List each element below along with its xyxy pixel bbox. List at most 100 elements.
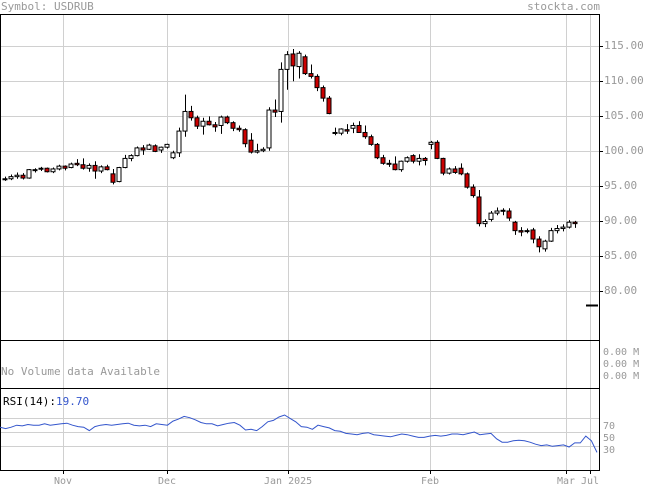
candle-body — [170, 152, 176, 159]
brand-link[interactable]: stockta.com — [527, 0, 600, 13]
candle-body — [98, 166, 104, 172]
candle-body — [266, 109, 272, 149]
candle-body — [152, 145, 158, 152]
candle-body — [566, 221, 572, 228]
candle — [68, 162, 74, 169]
candle — [440, 157, 446, 176]
candle — [464, 172, 470, 189]
y-tick-label: 115.00 — [604, 39, 644, 52]
candle — [14, 172, 20, 179]
candle-body — [68, 163, 74, 169]
candle — [152, 144, 158, 153]
candle — [38, 166, 44, 172]
candle-body — [176, 130, 182, 154]
candle-body — [572, 221, 578, 225]
candle — [320, 85, 326, 102]
candle — [254, 143, 260, 154]
rsi-line — [0, 414, 598, 453]
candle — [530, 227, 536, 244]
volume-axis-tick: 0.00 M — [603, 359, 640, 370]
grid-lines — [0, 14, 599, 470]
candle — [404, 156, 410, 163]
candle-body — [374, 143, 380, 159]
candle — [188, 105, 194, 121]
candle — [500, 208, 506, 216]
candle — [230, 121, 236, 132]
y-tick-label: 80.00 — [604, 284, 638, 297]
candle-body — [206, 120, 212, 126]
candle-body — [74, 162, 80, 166]
candle — [140, 145, 146, 155]
volume-axis-tick: 0.00 M — [603, 347, 640, 358]
candle-body — [254, 150, 260, 153]
candle-body — [488, 212, 494, 220]
candle — [314, 74, 320, 92]
candle-body — [212, 124, 218, 128]
candle-body — [356, 124, 362, 133]
candle — [380, 154, 386, 165]
y-tick-label: 100.00 — [604, 144, 644, 157]
candle-body — [368, 136, 374, 145]
x-tick-label: Dec — [158, 476, 177, 487]
candle — [200, 117, 206, 135]
y-tick-label: 105.00 — [604, 109, 644, 122]
candle — [92, 161, 98, 179]
candle-body — [314, 75, 320, 89]
candle — [20, 173, 26, 180]
candle-body — [338, 128, 344, 134]
candle — [134, 146, 140, 157]
candle — [398, 160, 404, 172]
candle — [32, 168, 38, 173]
candle-body — [224, 116, 230, 124]
candle-body — [92, 164, 98, 172]
candle-body — [530, 229, 536, 240]
candle-body — [86, 164, 92, 169]
rsi-axis-tick: 50 — [603, 433, 616, 444]
candle-body — [44, 167, 50, 173]
candle — [488, 211, 494, 222]
candle-body — [284, 54, 290, 70]
x-tick-label: Jan 2025 — [264, 476, 313, 487]
candle-body — [134, 147, 140, 157]
candle — [494, 207, 500, 216]
rsi-axis-tick: 70 — [603, 421, 616, 432]
candle — [410, 154, 416, 164]
candle — [62, 165, 68, 171]
candle — [122, 154, 128, 169]
candle-body — [296, 52, 302, 68]
candle-body — [140, 147, 146, 151]
candle-body — [416, 157, 422, 162]
candle-body — [392, 163, 398, 171]
candle-body — [380, 157, 386, 164]
candle-body — [80, 164, 86, 169]
candle — [374, 142, 380, 160]
candle — [242, 128, 248, 148]
candle — [518, 227, 524, 237]
candle — [74, 159, 80, 167]
candle-body — [248, 139, 254, 153]
candle — [428, 140, 434, 150]
candle — [554, 225, 560, 234]
candle — [2, 176, 8, 181]
candle-body — [62, 165, 68, 169]
candle-body — [110, 173, 116, 183]
candle — [44, 167, 50, 173]
x-tick-label: Feb — [421, 476, 440, 487]
candle — [104, 164, 110, 171]
candle — [248, 133, 254, 154]
candle-body — [518, 230, 524, 233]
candle-body — [524, 230, 530, 233]
candle-body — [344, 129, 350, 132]
candle-body — [404, 157, 410, 162]
candle-body — [410, 155, 416, 162]
candle-body — [260, 148, 266, 152]
symbol-label: Symbol: USDRUB — [1, 0, 94, 13]
candle-body — [236, 127, 242, 131]
candle — [446, 167, 452, 175]
candle — [284, 51, 290, 90]
y-tick-label: 95.00 — [604, 179, 638, 192]
candle-body — [536, 238, 542, 248]
candle-body — [230, 122, 236, 129]
candle — [506, 208, 512, 221]
volume-unavailable-message: No Volume data Available — [1, 365, 160, 378]
